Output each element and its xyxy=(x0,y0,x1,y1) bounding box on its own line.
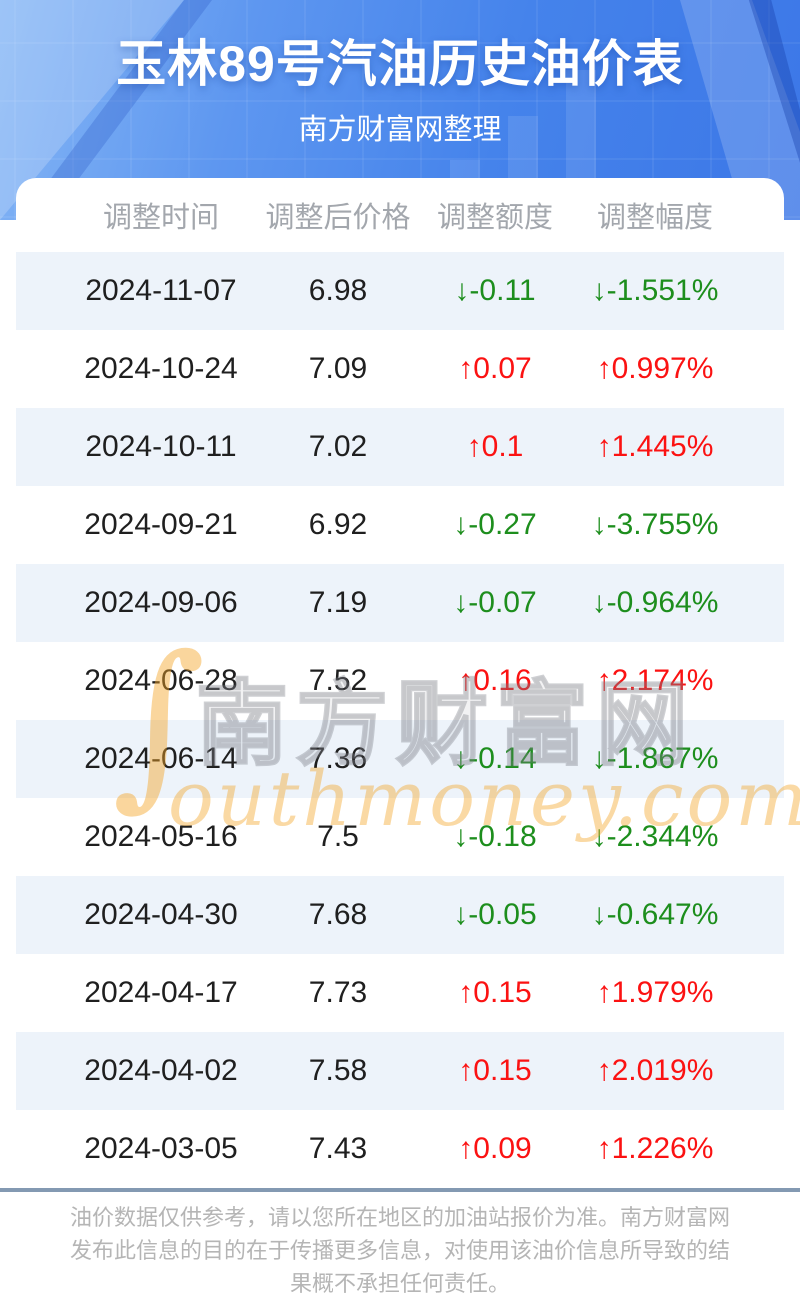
table-row: 2024-04-17 7.73 ↑0.15 ↑1.979% xyxy=(16,954,784,1032)
cell-price: 7.68 xyxy=(308,898,368,931)
cell-percent: ↑1.979% xyxy=(596,976,714,1009)
cell-change: ↓-0.27 xyxy=(453,508,537,541)
cell-date: 2024-04-30 xyxy=(84,898,238,931)
cell-change: ↓-0.11 xyxy=(454,274,536,307)
cell-percent: ↓-1.551% xyxy=(591,274,719,307)
table-row: 2024-05-16 7.5 ↓-0.18 ↓-2.344% xyxy=(16,798,784,876)
cell-price: 7.73 xyxy=(308,976,368,1009)
cell-price: 7.52 xyxy=(308,664,368,697)
cell-change: ↓-0.05 xyxy=(453,898,537,931)
cell-change: ↓-0.18 xyxy=(453,820,537,853)
page-subtitle: 南方财富网整理 xyxy=(298,114,502,146)
cell-percent: ↓-1.867% xyxy=(591,742,719,775)
table-header-row: 调整时间 调整后价格 调整额度 调整幅度 xyxy=(16,178,784,252)
cell-change: ↑0.15 xyxy=(458,976,532,1009)
cell-price: 7.5 xyxy=(317,820,359,853)
cell-percent: ↑2.019% xyxy=(596,1054,714,1087)
cell-percent: ↓-3.755% xyxy=(591,508,719,541)
table-row: 2024-03-05 7.43 ↑0.09 ↑1.226% xyxy=(16,1110,784,1188)
column-header-adjust-rate: 调整幅度 xyxy=(596,202,713,234)
cell-percent: ↓-0.964% xyxy=(591,586,719,619)
disclaimer-text: 油价数据仅供参考，请以您所在地区的加油站报价为准。南方财富网发布此信息的目的在于… xyxy=(70,1205,731,1296)
cell-percent: ↑1.445% xyxy=(596,430,714,463)
cell-percent: ↑1.226% xyxy=(596,1132,714,1165)
cell-date: 2024-11-07 xyxy=(85,274,237,307)
column-header-adjust-time: 调整时间 xyxy=(102,202,219,234)
cell-price: 7.58 xyxy=(308,1054,368,1087)
cell-percent: ↑0.997% xyxy=(596,352,714,385)
cell-date: 2024-05-16 xyxy=(84,820,238,853)
cell-date: 2024-06-28 xyxy=(84,664,238,697)
cell-change: ↑0.16 xyxy=(458,664,532,697)
cell-change: ↑0.07 xyxy=(458,352,532,385)
table-row: 2024-09-06 7.19 ↓-0.07 ↓-0.964% xyxy=(16,564,784,642)
table-row: 2024-04-02 7.58 ↑0.15 ↑2.019% xyxy=(16,1032,784,1110)
cell-price: 6.98 xyxy=(308,274,368,307)
table-row: 2024-04-30 7.68 ↓-0.05 ↓-0.647% xyxy=(16,876,784,954)
table-body: 2024-11-07 6.98 ↓-0.11 ↓-1.551% 2024-10-… xyxy=(16,252,784,1188)
table-row: 2024-10-24 7.09 ↑0.07 ↑0.997% xyxy=(16,330,784,408)
footer-divider xyxy=(0,1188,800,1192)
table-row: 2024-06-14 7.36 ↓-0.14 ↓-1.867% xyxy=(16,720,784,798)
cell-date: 2024-04-17 xyxy=(84,976,238,1009)
cell-date: 2024-04-02 xyxy=(84,1054,238,1087)
cell-price: 7.43 xyxy=(308,1132,368,1165)
cell-percent: ↓-2.344% xyxy=(591,820,719,853)
cell-date: 2024-10-24 xyxy=(84,352,238,385)
cell-date: 2024-03-05 xyxy=(84,1132,238,1165)
cell-percent: ↓-0.647% xyxy=(591,898,719,931)
cell-percent: ↑2.174% xyxy=(596,664,714,697)
table-row: 2024-10-11 7.02 ↑0.1 ↑1.445% xyxy=(16,408,784,486)
column-header-adjusted-price: 调整后价格 xyxy=(265,202,411,234)
price-table-card: 调整时间 调整后价格 调整额度 调整幅度 2024-11-07 6.98 ↓-0… xyxy=(16,178,784,1188)
cell-change: ↑0.09 xyxy=(458,1132,532,1165)
cell-change: ↓-0.07 xyxy=(453,586,537,619)
cell-price: 7.09 xyxy=(308,352,368,385)
table-row: 2024-06-28 7.52 ↑0.16 ↑2.174% xyxy=(16,642,784,720)
cell-price: 7.36 xyxy=(308,742,368,775)
cell-date: 2024-09-06 xyxy=(84,586,238,619)
page-title: 玉林89号汽油历史油价表 xyxy=(116,36,684,92)
cell-date: 2024-09-21 xyxy=(84,508,238,541)
cell-price: 7.02 xyxy=(308,430,368,463)
cell-date: 2024-10-11 xyxy=(85,430,237,463)
column-header-adjust-amount: 调整额度 xyxy=(436,202,553,234)
cell-price: 6.92 xyxy=(308,508,368,541)
cell-price: 7.19 xyxy=(308,586,368,619)
cell-change: ↓-0.14 xyxy=(453,742,537,775)
cell-change: ↑0.15 xyxy=(458,1054,532,1087)
table-row: 2024-09-21 6.92 ↓-0.27 ↓-3.755% xyxy=(16,486,784,564)
cell-date: 2024-06-14 xyxy=(84,742,238,775)
table-row: 2024-11-07 6.98 ↓-0.11 ↓-1.551% xyxy=(16,252,784,330)
cell-change: ↑0.1 xyxy=(466,430,524,463)
